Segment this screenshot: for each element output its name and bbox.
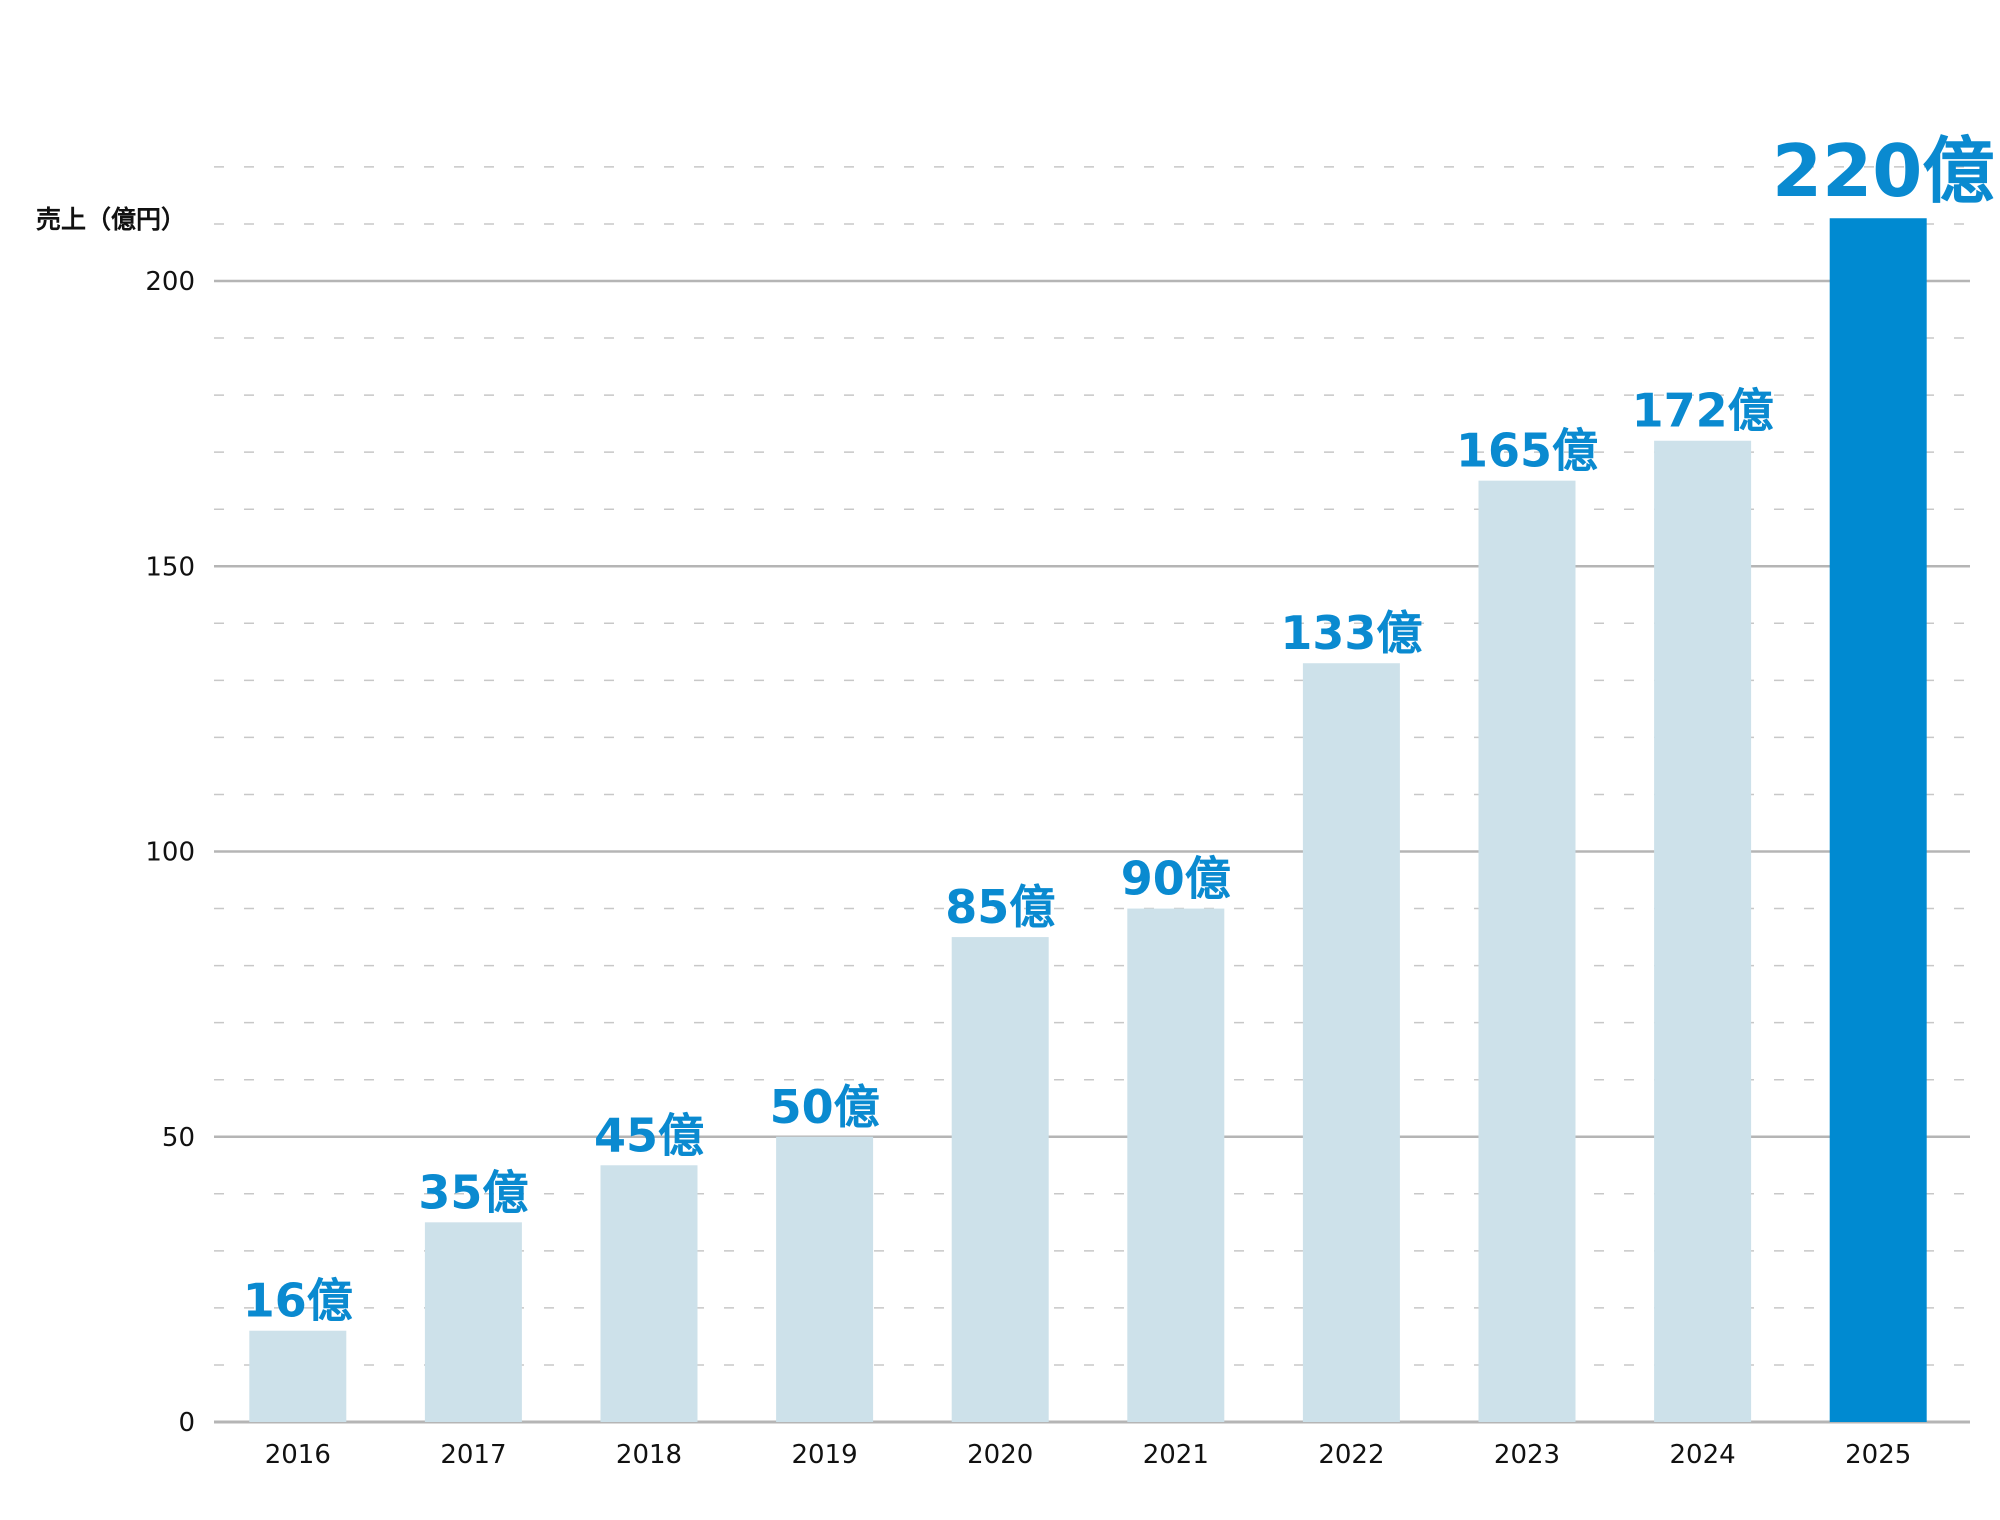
x-tick-label: 2020 — [967, 1440, 1033, 1470]
bar-2022 — [1302, 663, 1400, 1422]
data-label-2025: 220億 — [1772, 129, 1994, 213]
y-tick-label: 50 — [162, 1123, 195, 1153]
data-label-2023: 165億 — [1456, 424, 1598, 478]
bar-2020 — [951, 937, 1049, 1422]
x-tick-label: 2016 — [265, 1440, 331, 1470]
x-tick-label: 2024 — [1670, 1440, 1736, 1470]
x-tick-label: 2022 — [1318, 1440, 1384, 1470]
data-label-2018: 45億 — [594, 1108, 704, 1162]
data-label-2024: 172億 — [1632, 384, 1774, 438]
data-label-2022: 133億 — [1280, 606, 1422, 660]
x-tick-label: 2019 — [792, 1440, 858, 1470]
data-label-2019: 50億 — [770, 1080, 880, 1134]
data-label-2016: 16億 — [243, 1274, 353, 1328]
bar-2021 — [1127, 908, 1225, 1422]
data-label-2017: 35億 — [418, 1165, 528, 1219]
y-tick-label: 0 — [178, 1408, 195, 1438]
y-tick-label: 150 — [145, 552, 195, 582]
x-tick-label: 2017 — [440, 1440, 506, 1470]
bar-2016 — [249, 1330, 347, 1422]
bar-2025 — [1829, 218, 1927, 1422]
data-label-2020: 85億 — [945, 880, 1055, 934]
x-tick-label: 2023 — [1494, 1440, 1560, 1470]
bar-2018 — [600, 1165, 698, 1422]
bar-2024 — [1654, 440, 1752, 1422]
bar-2023 — [1478, 480, 1576, 1422]
x-tick-label: 2018 — [616, 1440, 682, 1470]
bar-2017 — [424, 1222, 522, 1422]
bar-2019 — [776, 1136, 874, 1422]
y-tick-label: 100 — [145, 838, 195, 868]
x-tick-label: 2025 — [1845, 1440, 1911, 1470]
y-tick-label: 200 — [145, 267, 195, 297]
x-tick-label: 2021 — [1143, 1440, 1209, 1470]
data-label-2021: 90億 — [1121, 852, 1231, 906]
y-axis-title: 売上（億円） — [36, 205, 187, 234]
